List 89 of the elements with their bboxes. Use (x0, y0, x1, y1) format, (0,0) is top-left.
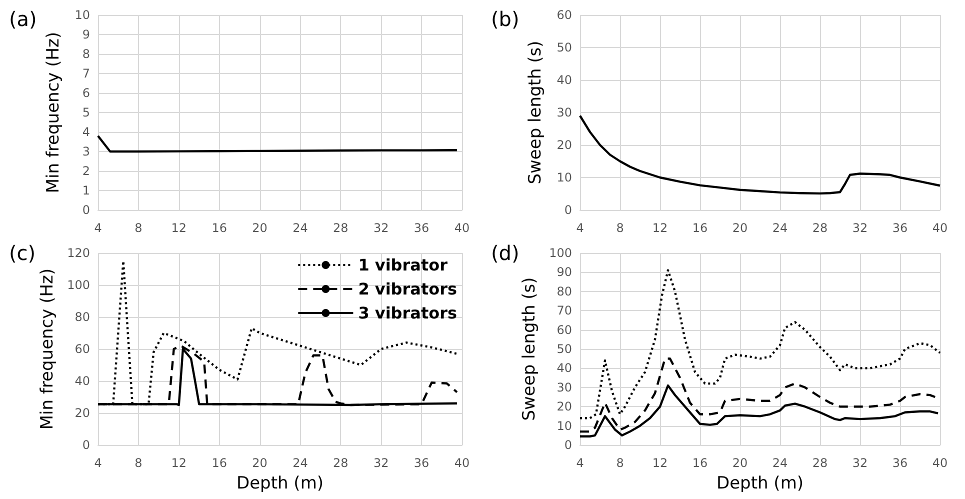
chart-title: (d) (491, 241, 520, 265)
x-tick-label: 32 (852, 221, 868, 235)
x-tick-label: 36 (414, 456, 430, 470)
y-tick-label: 0 (564, 438, 572, 452)
y-tick-label: 8 (82, 47, 90, 61)
y-tick-label: 1 (82, 184, 90, 198)
y-tick-label: 20 (74, 406, 90, 420)
y-tick-label: 10 (74, 8, 90, 22)
x-tick-label: 32 (373, 221, 389, 235)
x-tick-label: 20 (732, 456, 748, 470)
y-tick-label: 80 (556, 284, 572, 298)
x-tick-label: 8 (134, 456, 142, 470)
y-tick-label: 10 (556, 418, 572, 433)
x-tick-label: 20 (252, 221, 268, 235)
y-tick-label: 40 (556, 361, 572, 376)
x-tick-label: 12 (171, 221, 187, 235)
y-axis-title: Sweep length (s) (520, 277, 540, 421)
y-tick-label: 100 (67, 278, 90, 292)
x-tick-label: 40 (932, 221, 948, 235)
x-tick-label: 32 (852, 456, 868, 470)
x-tick-label: 40 (932, 456, 948, 470)
y-axis-title: Sweep length (s) (526, 40, 546, 184)
x-tick-label: 36 (892, 456, 908, 470)
y-tick-label: 60 (556, 8, 572, 22)
y-tick-label: 50 (556, 40, 572, 54)
legend-label: 2 vibrators (358, 280, 457, 298)
x-tick-label: 20 (252, 456, 268, 470)
x-tick-label: 12 (652, 221, 668, 235)
y-tick-label: 60 (556, 322, 572, 337)
chart-title: (c) (9, 241, 36, 265)
y-tick-label: 20 (556, 138, 572, 152)
legend-label: 1 vibrator (358, 256, 448, 274)
x-tick-label: 8 (616, 221, 624, 235)
x-tick-label: 4 (94, 221, 102, 235)
y-tick-label: 40 (74, 374, 90, 388)
y-tick-label: 5 (82, 106, 90, 120)
y-tick-label: 0 (564, 203, 572, 217)
x-tick-label: 40 (454, 221, 470, 235)
y-tick-label: 4 (82, 125, 90, 139)
y-tick-label: 2 (82, 164, 90, 178)
x-tick-label: 40 (454, 456, 470, 470)
x-tick-label: 4 (576, 456, 584, 470)
y-tick-label: 60 (74, 342, 90, 356)
x-tick-label: 24 (772, 221, 788, 235)
x-tick-label: 24 (772, 456, 788, 470)
x-tick-label: 28 (333, 221, 348, 235)
x-axis-title: Depth (m) (236, 474, 324, 494)
y-tick-label: 120 (67, 246, 90, 260)
x-tick-label: 8 (616, 456, 624, 470)
x-tick-label: 16 (692, 221, 708, 235)
x-tick-label: 4 (576, 221, 584, 235)
x-tick-label: 28 (812, 221, 828, 235)
y-tick-label: 90 (556, 265, 572, 280)
y-tick-label: 40 (556, 73, 572, 87)
y-tick-label: 7 (82, 66, 90, 80)
y-tick-label: 70 (556, 304, 572, 318)
x-tick-label: 28 (812, 456, 828, 470)
y-tick-label: 80 (74, 310, 90, 324)
x-tick-label: 24 (292, 456, 308, 470)
x-tick-label: 32 (373, 456, 389, 470)
y-tick-label: 0 (82, 438, 90, 452)
y-tick-label: 50 (556, 342, 572, 356)
y-tick-label: 30 (556, 106, 572, 120)
x-tick-label: 16 (212, 456, 227, 470)
x-tick-label: 12 (652, 456, 668, 470)
x-tick-label: 24 (292, 221, 308, 235)
y-tick-label: 10 (556, 170, 572, 184)
y-axis-title: Min frequency (Hz) (44, 32, 64, 194)
x-tick-label: 16 (212, 221, 227, 235)
y-tick-label: 20 (556, 400, 572, 414)
x-tick-label: 4 (94, 456, 102, 470)
chart-title: (b) (491, 7, 520, 31)
x-tick-label: 20 (732, 221, 748, 235)
y-tick-label: 6 (82, 86, 90, 100)
y-tick-label: 30 (556, 380, 572, 394)
x-tick-label: 36 (414, 221, 430, 235)
x-tick-label: 12 (171, 456, 187, 470)
y-tick-label: 100 (549, 246, 572, 260)
chart-title: (a) (9, 7, 37, 31)
x-tick-label: 28 (333, 456, 348, 470)
y-axis-title: Min frequency (Hz) (38, 268, 58, 430)
x-tick-label: 16 (692, 456, 708, 470)
y-tick-label: 3 (82, 144, 90, 158)
y-tick-label: 0 (82, 203, 90, 217)
x-tick-label: 8 (134, 221, 142, 235)
x-tick-label: 36 (892, 221, 908, 235)
x-axis-title: Depth (m) (716, 474, 804, 494)
legend-label: 3 vibrators (358, 304, 457, 322)
y-tick-label: 9 (82, 28, 90, 42)
